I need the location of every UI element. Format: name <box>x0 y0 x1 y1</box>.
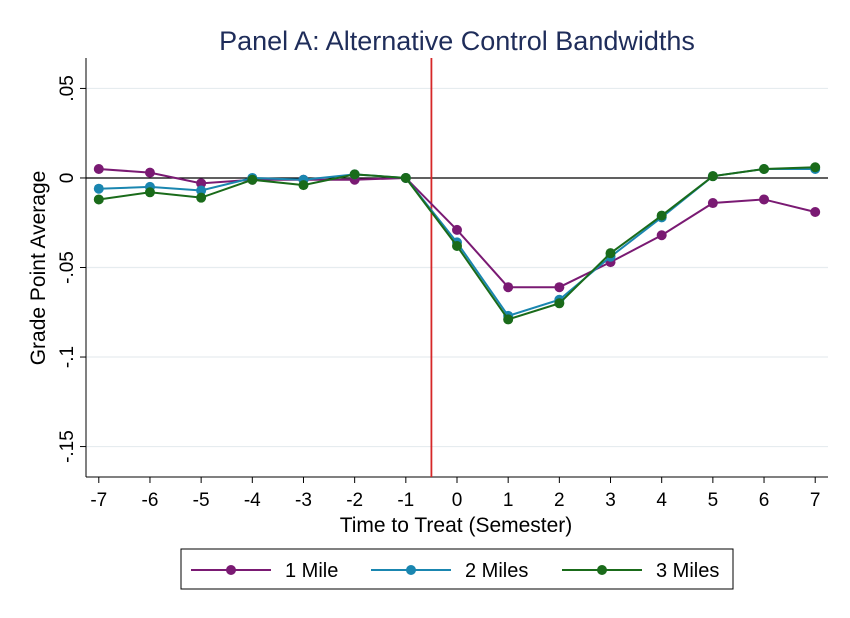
y-tick-label: .05 <box>57 75 78 101</box>
legend-entry: 1 Mile <box>191 560 338 582</box>
x-tick-label: -3 <box>295 490 312 511</box>
x-axis-title: Time to Treat (Semester) <box>340 514 573 537</box>
x-tick-label: -7 <box>90 490 107 511</box>
series-3 <box>93 162 821 325</box>
legend-items: 1 Mile 2 Miles 3 Miles <box>191 560 719 582</box>
data-point <box>810 162 821 173</box>
data-point <box>605 248 616 259</box>
x-tick-label: -4 <box>244 490 261 511</box>
reference-lines <box>86 58 828 477</box>
data-point <box>656 210 667 221</box>
y-tick-label: -.15 <box>57 430 78 463</box>
x-tick-label: 7 <box>810 490 821 511</box>
ticks-layer: .05 0 -.05 -.1 -.15 -7 -6 -5 -4 -3 -2 -1 0 1 2 3 4 5 6 7 <box>57 75 820 511</box>
data-point <box>452 241 462 252</box>
data-point <box>196 192 207 203</box>
data-point <box>349 169 360 180</box>
data-point <box>554 298 565 309</box>
legend-label: 3 Miles <box>656 560 719 582</box>
data-point <box>707 171 718 182</box>
x-tick-label: 2 <box>554 490 565 511</box>
x-tick-label: -2 <box>346 490 363 511</box>
y-tick-label: -.05 <box>57 251 78 284</box>
x-tick-label: -5 <box>193 490 210 511</box>
legend-entry: 2 Miles <box>371 560 528 582</box>
x-tick-label: 0 <box>452 490 463 511</box>
x-tick-label: -1 <box>397 490 414 511</box>
data-point <box>452 224 462 235</box>
x-tick-label: 5 <box>708 490 719 511</box>
y-axis-title: Grade Point Average <box>27 171 50 366</box>
data-point <box>196 185 207 196</box>
x-tick-label: 3 <box>605 490 616 511</box>
data-point <box>503 314 514 325</box>
data-point <box>196 178 207 189</box>
x-tick-label: -6 <box>142 490 159 511</box>
grid-layer <box>86 87 828 448</box>
legend-swatch-marker <box>226 565 236 575</box>
legend-entry: 3 Miles <box>562 560 719 582</box>
data-point <box>93 164 104 175</box>
data-point <box>247 174 258 185</box>
series-layer <box>93 162 821 325</box>
data-point <box>298 180 309 191</box>
data-point <box>656 230 667 241</box>
data-point <box>759 164 770 175</box>
legend-label: 1 Mile <box>285 560 338 582</box>
x-tick-label: 1 <box>503 490 514 511</box>
y-tick-label: -.1 <box>57 346 78 368</box>
data-point <box>144 167 155 178</box>
y-tick-label: 0 <box>57 173 78 184</box>
chart-title: Panel A: Alternative Control Bandwidths <box>219 26 695 56</box>
data-point <box>554 282 565 293</box>
x-tick-label: 6 <box>759 490 770 511</box>
data-point <box>93 194 104 205</box>
data-point <box>400 172 411 183</box>
data-point <box>759 194 770 205</box>
legend-swatch-marker <box>597 565 607 575</box>
data-point <box>503 282 514 293</box>
data-point <box>810 206 821 217</box>
legend-swatch-marker <box>406 565 416 575</box>
data-point <box>144 187 155 198</box>
series-1 <box>93 164 821 293</box>
data-point <box>93 183 104 194</box>
data-point <box>707 198 718 209</box>
legend-label: 2 Miles <box>465 560 528 582</box>
legend: 1 Mile 2 Miles 3 Miles <box>180 548 734 590</box>
x-tick-label: 4 <box>656 490 667 511</box>
